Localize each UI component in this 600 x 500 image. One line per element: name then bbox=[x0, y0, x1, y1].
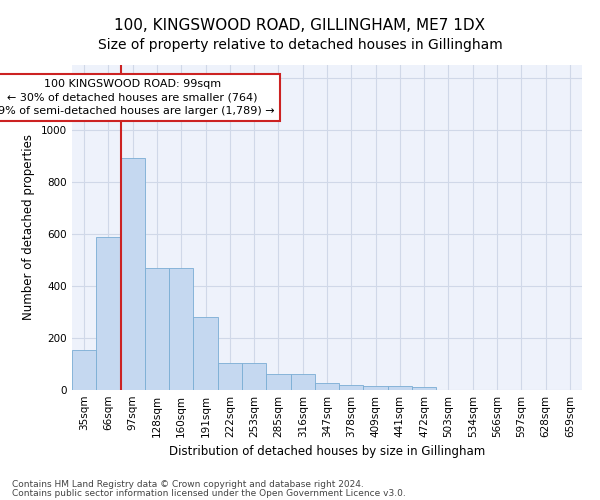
Bar bbox=[339, 385, 364, 390]
Bar bbox=[266, 374, 290, 390]
Text: 100 KINGSWOOD ROAD: 99sqm
← 30% of detached houses are smaller (764)
69% of semi: 100 KINGSWOOD ROAD: 99sqm ← 30% of detac… bbox=[0, 80, 275, 116]
Bar bbox=[388, 386, 412, 390]
Bar bbox=[72, 350, 96, 390]
Text: Contains HM Land Registry data © Crown copyright and database right 2024.: Contains HM Land Registry data © Crown c… bbox=[12, 480, 364, 489]
Bar bbox=[169, 268, 193, 390]
X-axis label: Distribution of detached houses by size in Gillingham: Distribution of detached houses by size … bbox=[169, 446, 485, 458]
Bar bbox=[364, 386, 388, 390]
Bar bbox=[121, 158, 145, 390]
Bar bbox=[193, 317, 218, 390]
Bar bbox=[218, 363, 242, 390]
Bar bbox=[242, 363, 266, 390]
Bar bbox=[145, 268, 169, 390]
Bar bbox=[290, 374, 315, 390]
Text: 100, KINGSWOOD ROAD, GILLINGHAM, ME7 1DX: 100, KINGSWOOD ROAD, GILLINGHAM, ME7 1DX bbox=[115, 18, 485, 32]
Text: Contains public sector information licensed under the Open Government Licence v3: Contains public sector information licen… bbox=[12, 488, 406, 498]
Text: Size of property relative to detached houses in Gillingham: Size of property relative to detached ho… bbox=[98, 38, 502, 52]
Bar bbox=[412, 388, 436, 390]
Bar bbox=[315, 383, 339, 390]
Y-axis label: Number of detached properties: Number of detached properties bbox=[22, 134, 35, 320]
Bar bbox=[96, 236, 121, 390]
